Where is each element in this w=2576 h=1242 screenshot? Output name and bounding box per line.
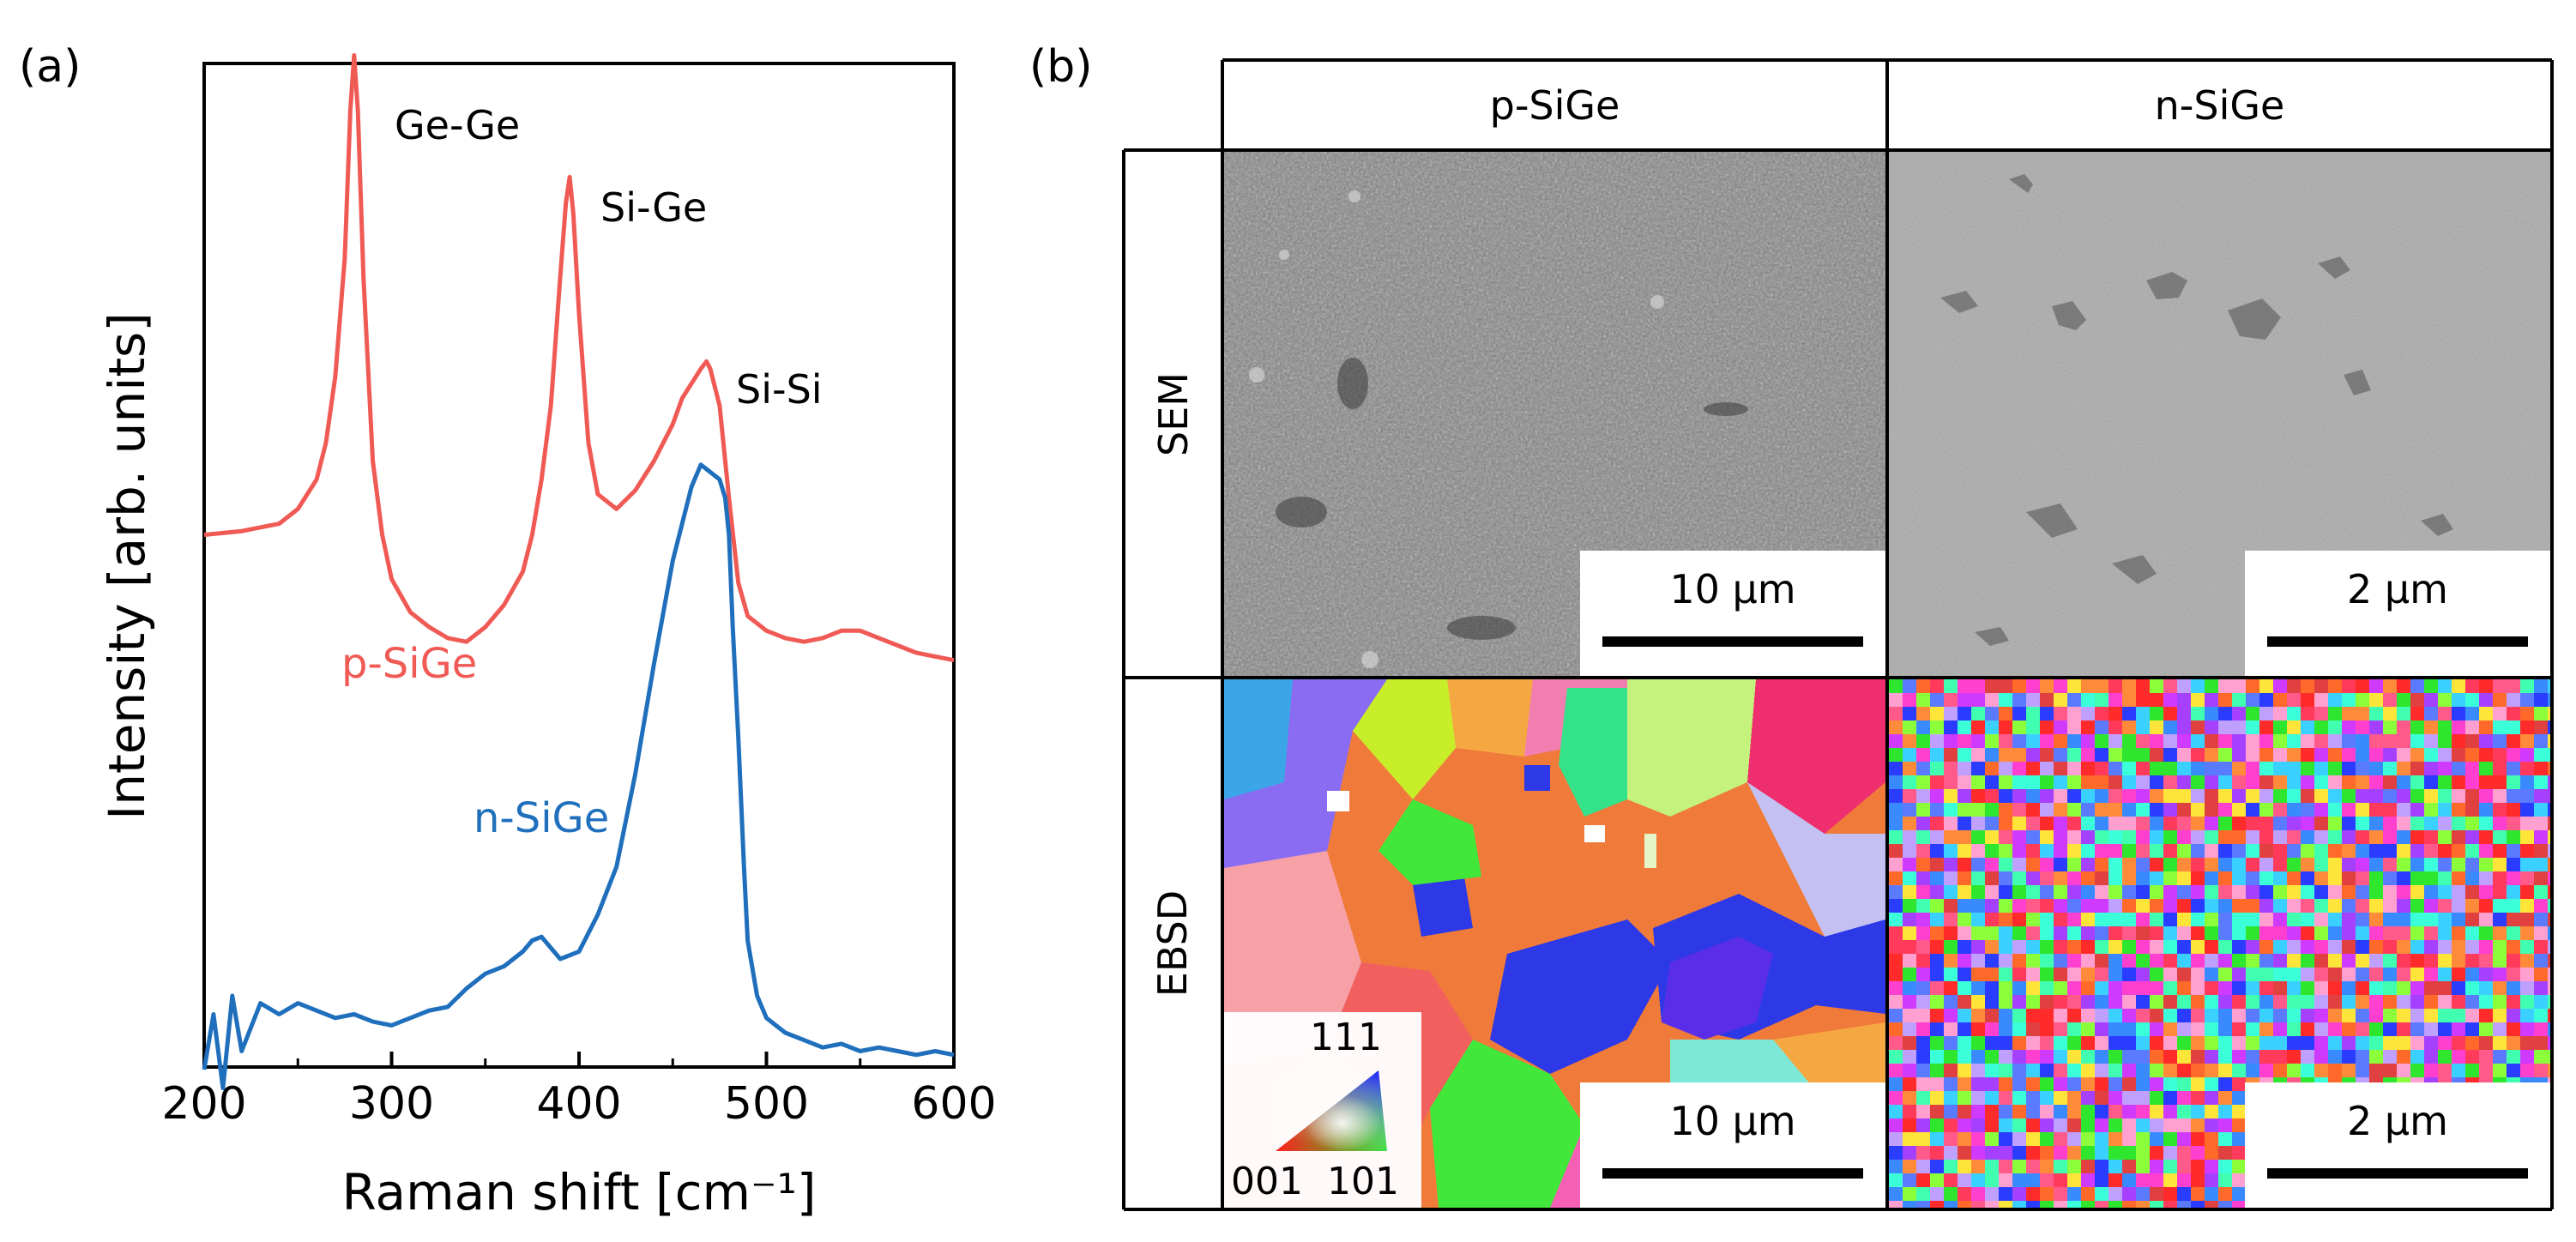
scalebar-ebsd-n-sige: 2 µm (2245, 1082, 2550, 1208)
panel-b-label: (b) (1029, 41, 1093, 93)
scalebar-ebsd-p-sige: 10 µm (1580, 1082, 1885, 1208)
x-tick-label: 500 (724, 1078, 809, 1130)
scalebar-label: 2 µm (2347, 1098, 2448, 1144)
ipf-triangle-icon (1276, 1070, 1387, 1151)
ipf-label-111: 111 (1310, 1016, 1382, 1059)
scalebar-line (1602, 1168, 1863, 1179)
x-axis-label: Raman shift [cm⁻¹] (342, 1163, 817, 1221)
scalebar-line (1602, 636, 1863, 647)
row-header-ebsd: EBSD (1125, 679, 1221, 1208)
series-label-p-sige: p-SiGe (341, 640, 477, 688)
column-header-p-sige: p-SiGe (1224, 62, 1885, 148)
x-tick-label: 200 (161, 1078, 246, 1130)
row-header-sem: SEM (1125, 152, 1221, 676)
scalebar-label: 10 µm (1669, 1098, 1796, 1144)
scalebar-line (2267, 636, 2528, 647)
x-tick-label: 600 (911, 1078, 996, 1130)
ipf-label-001: 001 (1231, 1160, 1303, 1203)
x-tick-label: 300 (349, 1078, 434, 1130)
ipf-legend: 111 001 101 (1224, 1012, 1421, 1208)
annotation-si-ge: Si-Ge (600, 184, 707, 231)
column-header-n-sige: n-SiGe (1889, 62, 2550, 148)
row-header-sem-text: SEM (1149, 371, 1197, 456)
scalebar-label: 2 µm (2347, 566, 2448, 612)
series-line-p-sige (203, 53, 955, 663)
scalebar-line (2267, 1168, 2528, 1179)
ipf-label-101: 101 (1327, 1160, 1399, 1203)
scalebar-sem-p-sige: 10 µm (1580, 551, 1885, 676)
series-label-n-sige: n-SiGe (474, 794, 609, 842)
scalebar-label: 10 µm (1669, 566, 1796, 612)
sem-image-n-sige (1889, 152, 2550, 676)
annotation-ge-ge: Ge-Ge (395, 102, 520, 148)
series-line-n-sige (202, 462, 955, 1090)
scalebar-sem-n-sige: 2 µm (2245, 551, 2550, 676)
raman-chart: 200 300 400 500 600 Intensity [arb. units] R… (98, 53, 997, 1221)
row-header-ebsd-text: EBSD (1149, 889, 1197, 998)
y-axis-label: Intensity [arb. units] (98, 312, 156, 820)
panel-a-label: (a) (19, 41, 81, 93)
x-tick-label: 400 (536, 1078, 621, 1130)
annotation-si-si: Si-Si (736, 366, 823, 413)
